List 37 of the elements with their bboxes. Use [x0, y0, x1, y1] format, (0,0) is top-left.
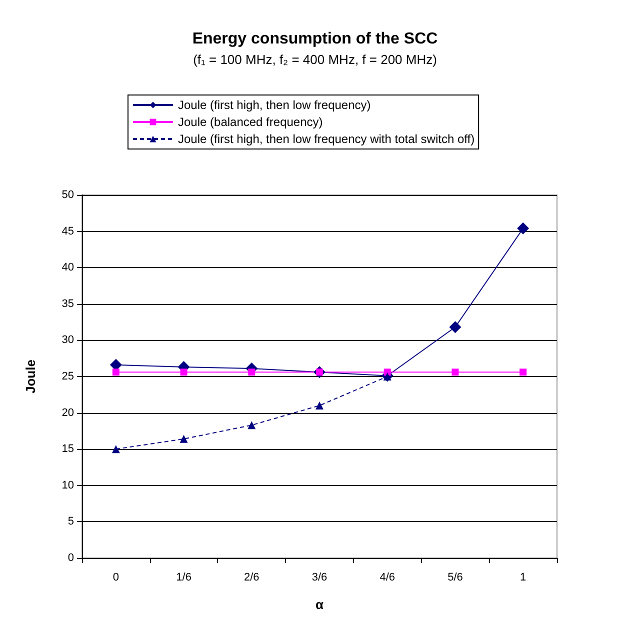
point — [520, 368, 527, 376]
point — [452, 368, 459, 376]
legend-label: Joule (first high, then low frequency) — [178, 98, 371, 112]
y-tick-label: 45 — [62, 225, 74, 238]
x-tick-label: 1/6 — [176, 572, 192, 584]
y-axis-title: Joule — [23, 360, 38, 394]
y-tick-label: 30 — [62, 334, 74, 346]
x-tick-label: 5/6 — [448, 572, 463, 584]
y-tick-label: 35 — [62, 298, 74, 310]
point — [180, 434, 188, 443]
y-tick-label: 15 — [62, 443, 74, 456]
point — [112, 368, 120, 376]
legend-label: Joule (first high, then low frequency with total switch off) — [178, 132, 475, 146]
point — [248, 368, 256, 376]
point — [517, 222, 530, 234]
y-tick-label: 5 — [68, 516, 74, 528]
x-tick-label: 0 — [112, 572, 119, 584]
y-tick-label: 40 — [62, 262, 74, 274]
point — [112, 445, 120, 454]
y-tick-label: 0 — [68, 552, 74, 564]
y-tick-label: 50 — [62, 189, 74, 201]
y-tick-label: 10 — [62, 479, 74, 492]
chart-title: Energy consumption of the SCC — [192, 30, 438, 48]
point — [449, 321, 462, 334]
y-tick-label: 20 — [62, 406, 74, 419]
point — [316, 402, 324, 410]
x-axis-title: α — [316, 597, 324, 612]
y-tick-label: 25 — [62, 370, 74, 382]
x-tick-label: 4/6 — [380, 572, 396, 584]
x-tick-label: 2/6 — [244, 572, 260, 584]
point — [384, 368, 391, 376]
point — [180, 368, 188, 376]
point — [248, 421, 256, 430]
x-tick-label: 1 — [520, 572, 526, 584]
legend-label: Joule (balanced frequency) — [178, 115, 323, 129]
x-tick-label: 3/6 — [312, 572, 328, 584]
chart-subtitle: (f₁ = 100 MHz, f₂ = 400 MHz, f = 200 MHz) — [193, 52, 437, 67]
